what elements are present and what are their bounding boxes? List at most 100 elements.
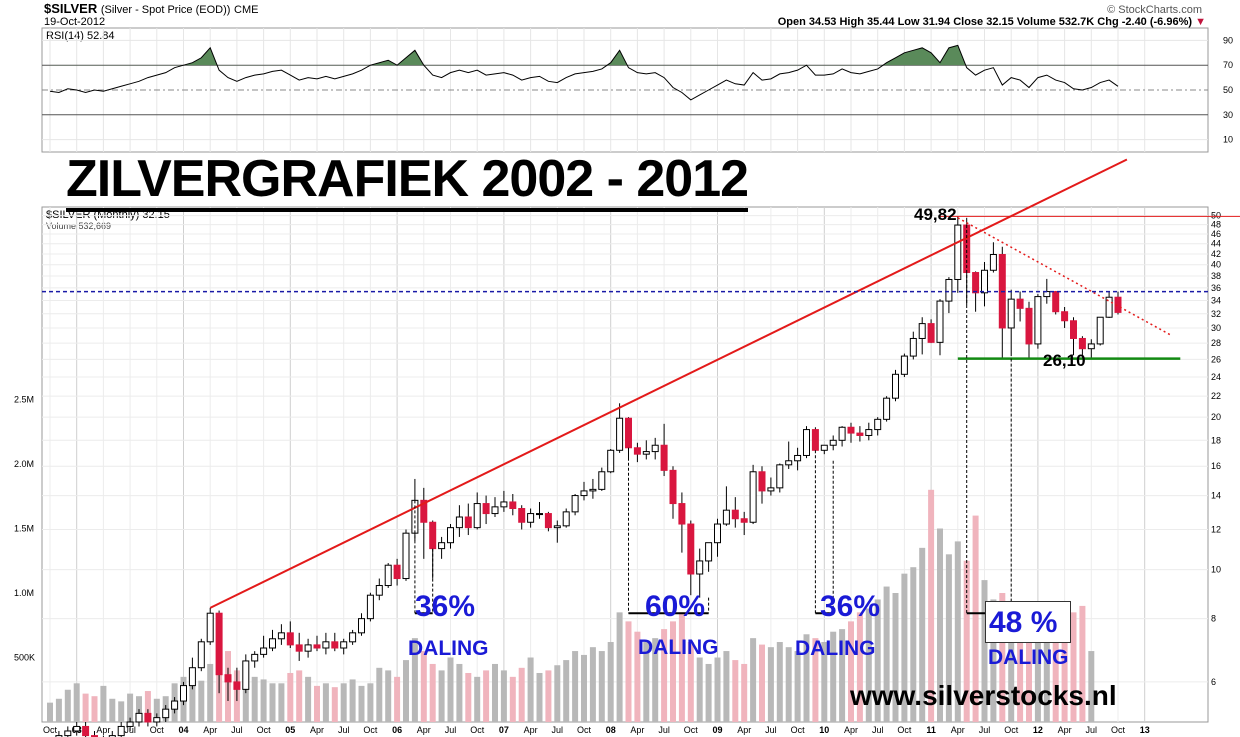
candle-body [1114,296,1122,313]
symbol-text: $SILVER [44,1,98,16]
candle-body [349,632,357,643]
candle-body [1105,296,1113,318]
candle-body [82,725,90,737]
volume-bar [55,698,62,722]
watermark-url: www.silverstocks.nl [850,680,1117,711]
down-arrow-icon: ▼ [1195,16,1206,28]
candle-body [892,373,899,399]
candle-body [1016,298,1024,309]
candle-body [829,439,837,446]
drop-4-pct: 48 % [989,606,1058,639]
volume-bar [839,629,846,722]
x-tick-label: Jul [979,725,991,735]
volume-bar [287,672,294,722]
rsi-tick-label: 50 [1223,85,1233,95]
volume-bar [741,663,748,722]
volume-bar [314,685,320,722]
volume-bar [73,683,80,722]
volume-bar [714,657,721,722]
volume-bar [954,541,961,722]
candle-body [473,503,481,529]
volume-bar [429,663,436,722]
volume-bar [207,663,214,722]
candle-body [135,712,143,723]
volume-bar [589,647,596,722]
x-tick-label: Jul [765,725,777,735]
candle-body [269,638,276,649]
ohlc-text: Open 34.53 High 35.44 Low 31.94 Close 32… [777,16,1193,28]
volume-bar [376,667,383,722]
candle-body [224,674,232,683]
volume-bar [278,683,285,722]
candle-body [251,653,259,662]
volume-bar [705,663,712,722]
candle-body [989,253,997,271]
x-tick-label: Jul [445,725,457,735]
x-tick-label: 10 [819,725,829,735]
volume-bar [883,586,890,722]
candle-body [215,612,223,676]
falling-resistance [957,217,1172,337]
volume-bar [625,621,632,722]
x-tick-label: 05 [285,725,295,735]
candle-body [616,417,624,451]
volume-bar [545,670,552,722]
x-tick-label: Jul [1086,725,1098,735]
drop-3-pct: 36% [820,590,881,623]
price-tick-label: 32 [1211,309,1221,319]
candle-body [171,700,179,710]
volume-bar [296,670,303,722]
volume-bar [554,665,561,722]
volume-bar [109,698,116,722]
volume-bar [616,612,623,722]
volume-bar [803,634,810,722]
chart-date: 19-Oct-2012 [44,16,106,28]
candle-body [900,355,908,375]
volume-bar [518,667,525,722]
candle-body [500,501,508,508]
volume-bar [910,567,917,722]
candle-body [625,417,632,449]
candle-body [438,542,446,550]
x-tick-label: 06 [392,725,402,735]
candle-body [464,516,472,529]
volume-bar [1034,618,1041,722]
candle-body [580,490,588,497]
candle-body [491,506,499,515]
rsi-label: RSI(14) 52.84 [46,30,115,42]
candle-body [918,323,926,339]
candle-body [758,471,766,492]
volume-bar [776,642,783,722]
volume-bar [1026,612,1032,722]
volume-bar [963,560,970,722]
volume-bar [189,685,196,722]
volume-bar [945,554,952,722]
price-tick-label: 50 [1211,211,1221,221]
volume-bar [136,696,142,722]
x-tick-label: Oct [577,725,592,735]
price-tick-label: 12 [1211,524,1221,534]
candle-body [562,511,570,527]
volume-bar [47,702,53,722]
volume-bar [581,654,587,722]
volume-bar [118,701,125,722]
low-label: 26,10 [1043,351,1086,370]
candle-body [1052,291,1060,313]
volume-bar [972,515,979,722]
volume-bar [340,683,347,722]
price-tick-label: 10 [1211,565,1221,575]
price-tick-label: 20 [1211,412,1221,422]
volume-bar [634,631,641,722]
price-tick-label: 28 [1211,338,1221,348]
candle-body [233,681,241,690]
volume-bar [411,638,418,722]
candle-body [705,542,713,562]
candle-body [598,471,606,490]
candle-body [527,513,535,523]
candle-body [1061,311,1069,322]
volume-bar [732,660,739,722]
volume-bar [598,651,605,722]
volume-bar [785,647,792,722]
volume-bar [670,621,676,722]
candle-body [811,429,819,451]
